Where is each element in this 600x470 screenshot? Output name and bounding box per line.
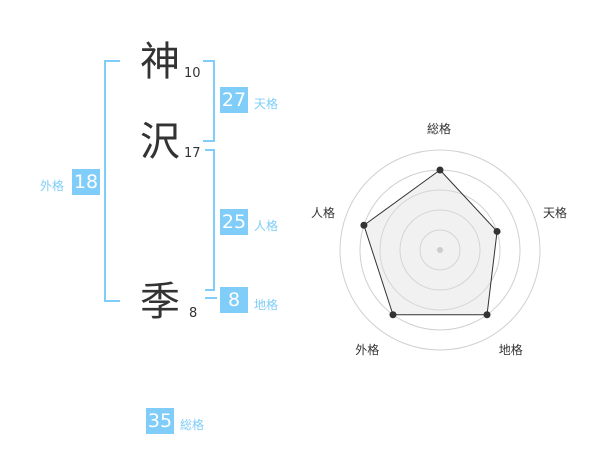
chikaku-value: 8: [220, 287, 248, 313]
tenkaku-label: 天格: [254, 97, 279, 111]
radar-point: [483, 311, 491, 319]
name-char-3: 季: [140, 279, 180, 325]
radar-point: [360, 221, 368, 229]
radar-axis-label: 地格: [498, 342, 523, 357]
radar-axis-label: 総格: [427, 122, 452, 136]
gaikaku-value: 18: [72, 169, 100, 195]
stroke-count-1: 10: [184, 66, 201, 81]
soukaku-value: 35: [146, 408, 174, 434]
name-char-1: 神: [140, 39, 180, 85]
radar-ring: [419, 229, 461, 271]
chikaku-connector: [205, 297, 217, 299]
radar-ring: [399, 209, 481, 291]
tenkaku-bracket: [203, 60, 215, 142]
radar-point: [389, 311, 397, 319]
radar-axis-label: 天格: [543, 206, 568, 221]
radar-center: [437, 247, 443, 253]
stroke-count-2: 17: [184, 146, 201, 161]
chikaku-label: 地格: [254, 298, 279, 312]
jinkaku-label: 人格: [254, 219, 279, 233]
jinkaku-value: 25: [220, 209, 248, 235]
gaikaku-label: 外格: [40, 179, 65, 193]
stroke-count-3: 8: [189, 306, 198, 321]
soukaku-label: 総格: [180, 418, 205, 432]
radar-ring: [339, 149, 541, 351]
tenkaku-value: 27: [220, 87, 248, 113]
radar-axis-label: 人格: [310, 206, 335, 221]
name-char-2: 沢: [140, 119, 180, 165]
radar-point: [436, 166, 444, 174]
radar-axis-label: 外格: [355, 342, 380, 357]
radar-point: [493, 227, 501, 235]
gaikaku-bracket: [104, 60, 120, 302]
radar-ring: [379, 189, 501, 311]
radar-polygon: [363, 169, 498, 316]
jinkaku-bracket: [205, 149, 215, 291]
